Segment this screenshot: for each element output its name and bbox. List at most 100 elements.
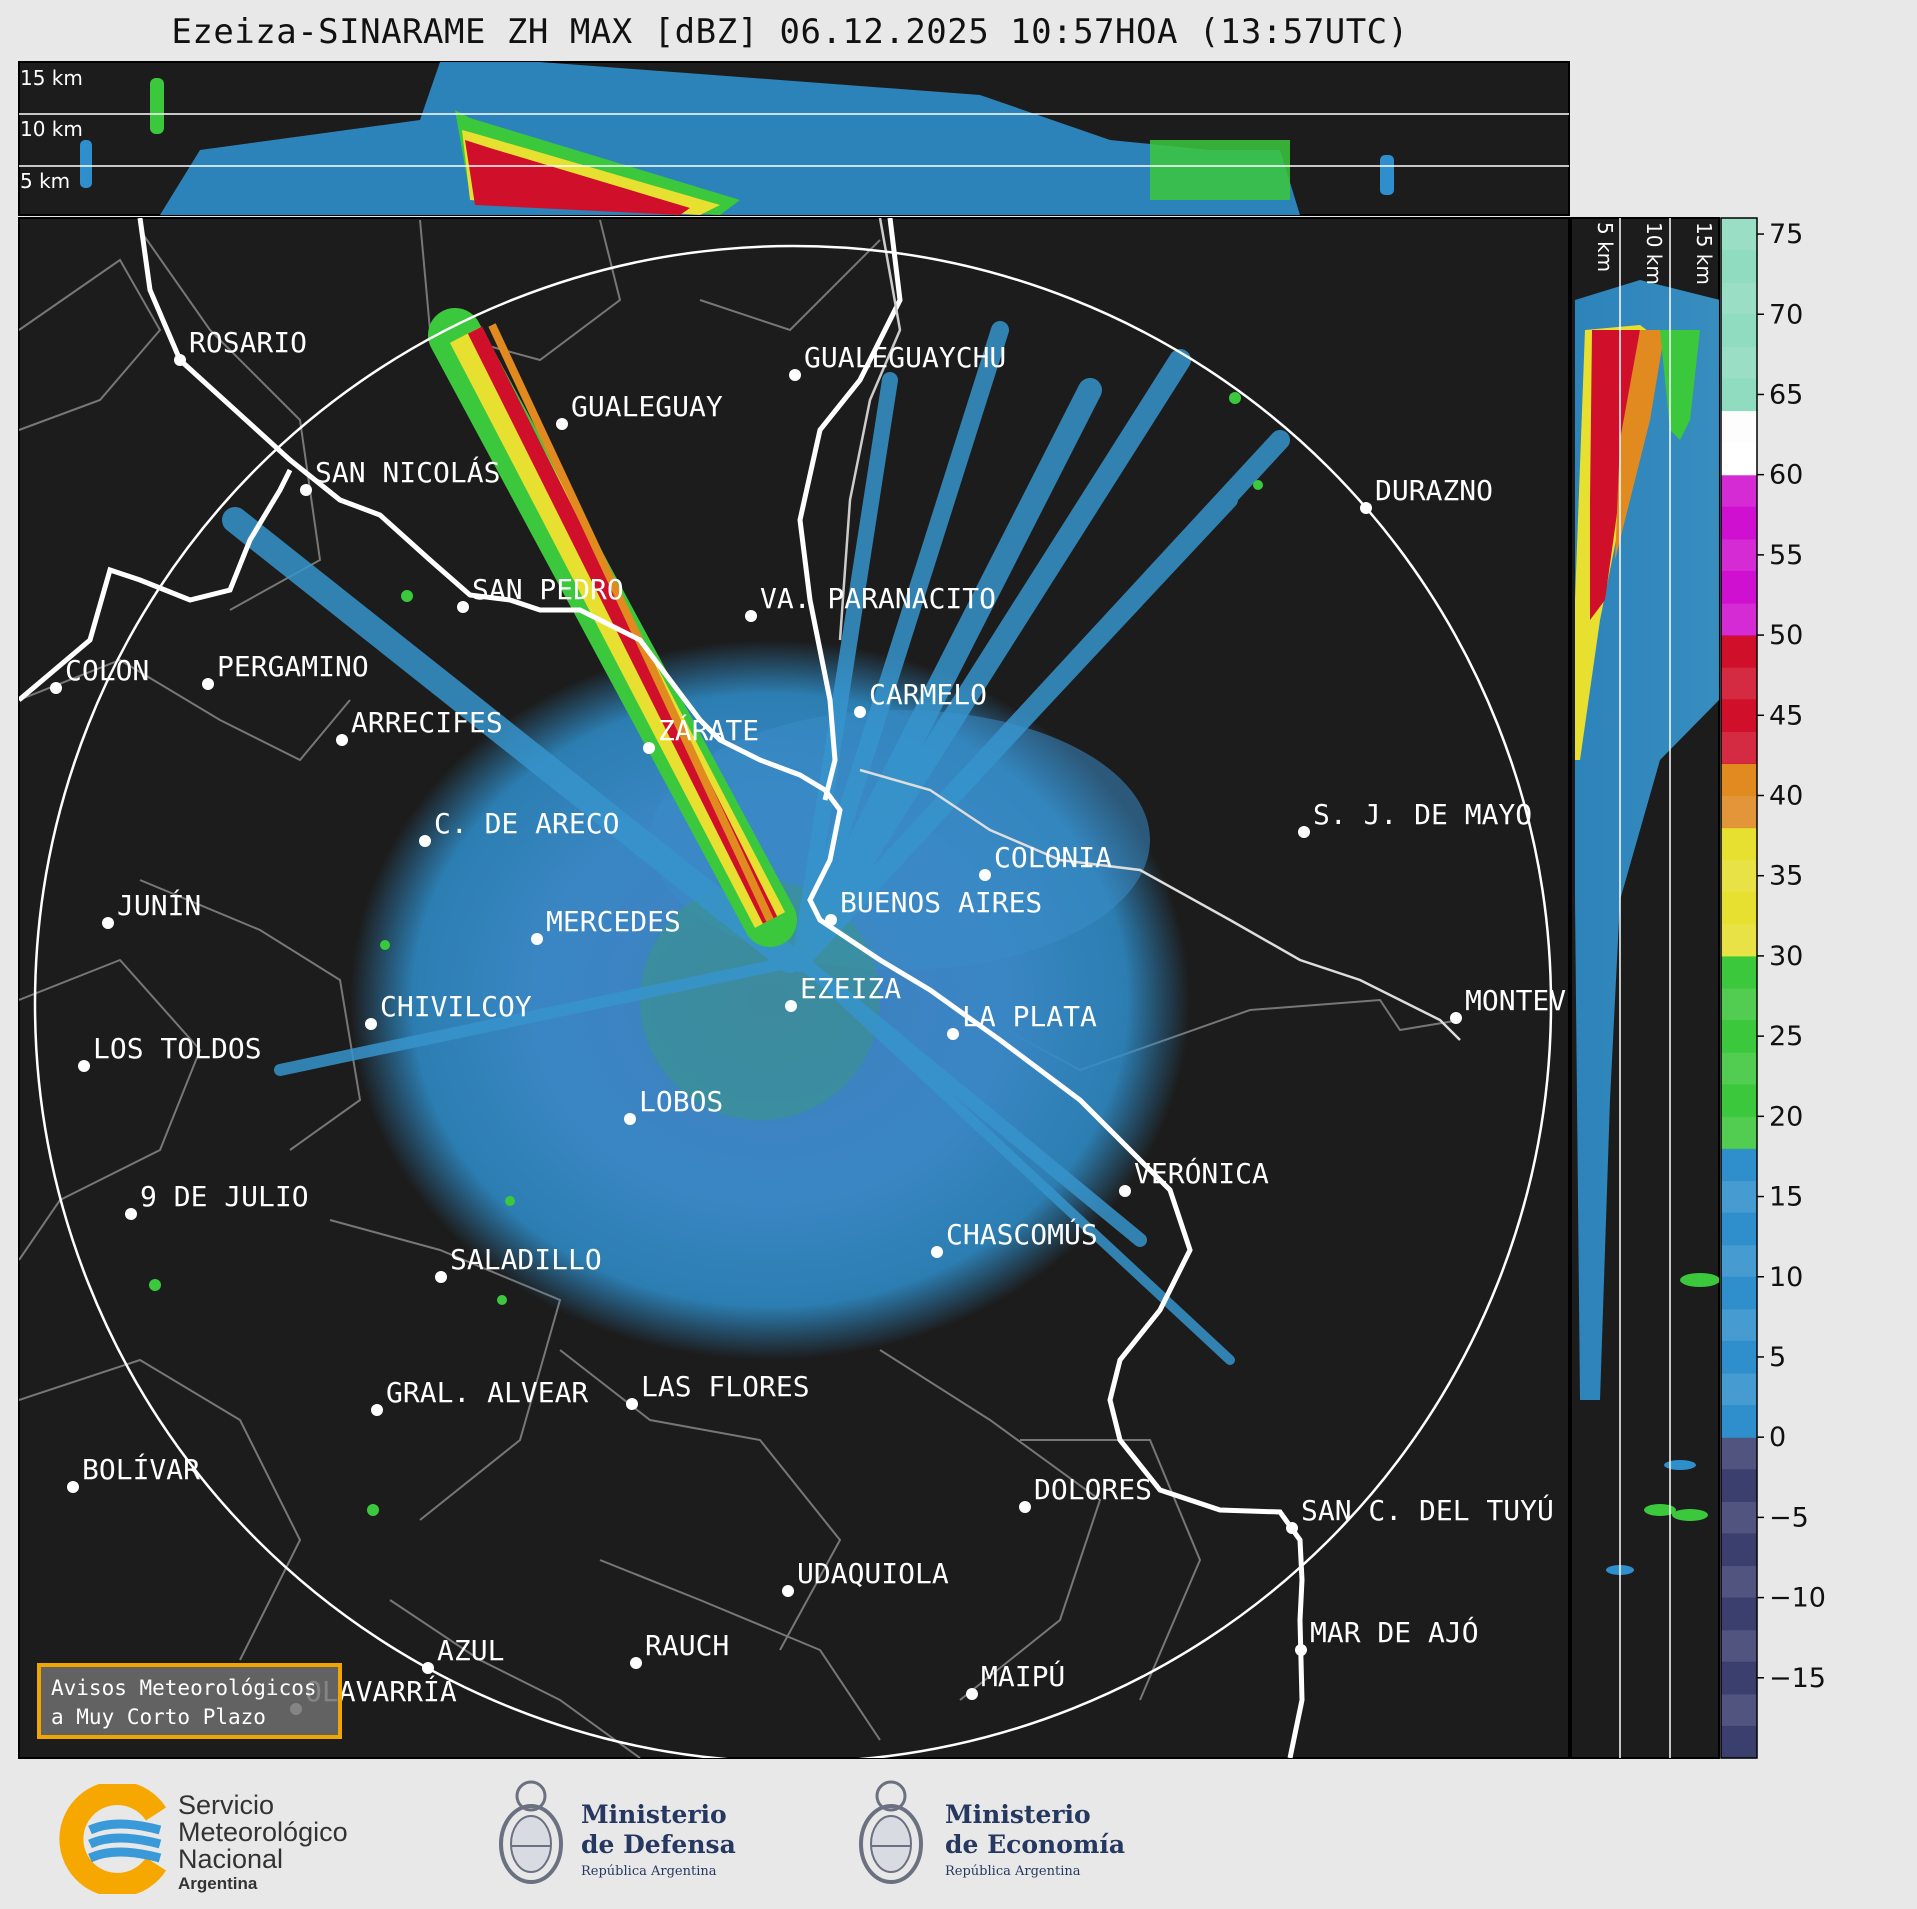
colorbar-segment [1721, 1276, 1757, 1310]
colorbar-segment [1721, 1693, 1757, 1727]
city-dot [78, 1060, 90, 1072]
city-dot [102, 917, 114, 929]
city-dot [1450, 1012, 1462, 1024]
colorbar-segment [1721, 1212, 1757, 1246]
smn-logo: Servicio Meteorológico Nacional Argentin… [56, 1784, 376, 1894]
colorbar-frame [1720, 217, 1758, 1759]
city-dot [422, 1662, 434, 1674]
city-dot [419, 835, 431, 847]
city-dot [630, 1657, 642, 1669]
city-label: VA. PARANACITO [760, 582, 996, 615]
defensa-line-2: de Defensa [581, 1830, 736, 1859]
smn-line-2: Meteorológico [178, 1817, 348, 1847]
colorbar-segment [1721, 891, 1757, 925]
province-border-thick [19, 468, 293, 702]
city-dot [1298, 826, 1310, 838]
city-markers: ROSARIO GUALEGUAYCHU GUALEGUAY SAN NICOLÁS D… [50, 326, 1566, 1715]
side-km-label-15: 15 km [1692, 222, 1716, 285]
city-dot [789, 369, 801, 381]
chart-title: Ezeiza-SINARAME ZH MAX [dBZ] 06.12.2025 … [171, 12, 1409, 52]
colorbar-segment [1721, 410, 1757, 444]
colorbar-tick-label: 55 [1769, 540, 1803, 571]
colorbar-segment [1721, 795, 1757, 829]
city-label: ZÁRATE [658, 713, 759, 747]
colorbar-segment [1721, 1629, 1757, 1663]
smn-line-1: Servicio [178, 1790, 275, 1820]
colorbar-segment [1721, 250, 1757, 283]
colorbar-segment [1721, 442, 1757, 476]
city-label: MONTEV [1465, 984, 1566, 1017]
city-dot [966, 1688, 978, 1700]
colorbar-tick-label: 70 [1769, 299, 1803, 330]
colorbar-tick-label: 45 [1769, 700, 1803, 731]
colorbar-tick-label: 30 [1769, 941, 1803, 972]
city-label: SAN C. DEL TUYÚ [1301, 1493, 1554, 1527]
city-dot [626, 1398, 638, 1410]
colorbar-segment [1721, 923, 1757, 957]
city-label: JUNÍN [117, 888, 201, 922]
colorbar-segment [1721, 1725, 1757, 1759]
city-label: CHIVILCOY [380, 990, 532, 1023]
green-cells [149, 392, 1263, 1516]
colorbar-segment [1721, 1469, 1757, 1502]
city-label: MERCEDES [546, 905, 681, 938]
city-dot [457, 601, 469, 613]
city-label: LOBOS [639, 1085, 723, 1118]
city-dot [300, 484, 312, 496]
smn-line-3: Nacional [178, 1844, 284, 1874]
side-km-label-10: 10 km [1642, 222, 1666, 285]
colorbar-tick-label: 60 [1769, 460, 1803, 491]
colorbar-segment [1721, 1244, 1757, 1278]
city-dot [202, 678, 214, 690]
colorbar-segment [1721, 1308, 1757, 1342]
economia-line-1: Ministerio [945, 1800, 1091, 1829]
city-label: GUALEGUAY [571, 390, 723, 423]
colorbar-segment [1721, 859, 1757, 893]
colorbar-segment [1721, 1116, 1757, 1150]
colorbar-segment [1721, 988, 1757, 1021]
colorbar-segment [1721, 314, 1757, 347]
city-label: VERÓNICA [1134, 1156, 1269, 1190]
colorbar-segment [1721, 378, 1757, 412]
city-label: C. DE ARECO [434, 807, 619, 840]
city-label: MAIPÚ [981, 1659, 1065, 1693]
colorbar-tick-label: 50 [1769, 620, 1803, 651]
colorbar-tick-label: 35 [1769, 861, 1803, 892]
colorbar-tick-label: 25 [1769, 1021, 1803, 1052]
colorbar-segment [1721, 667, 1757, 700]
city-label: DOLORES [1034, 1473, 1152, 1506]
city-label: 9 DE JULIO [140, 1180, 309, 1213]
colorbar-segment [1721, 1084, 1757, 1117]
city-label: BOLÍVAR [82, 1452, 200, 1486]
city-dot [785, 1000, 797, 1012]
city-label: BUENOS AIRES [840, 886, 1042, 919]
uruguay-river [797, 218, 903, 801]
coastline [137, 218, 1305, 1758]
colorbar-tick-label: 20 [1769, 1101, 1803, 1132]
coat-of-arms-icon [499, 1780, 563, 1884]
top-km-label-15: 15 km [20, 66, 83, 90]
top-km-label-10: 10 km [20, 117, 83, 141]
colorbar-segment [1721, 1533, 1757, 1567]
city-label: LOS TOLDOS [93, 1032, 262, 1065]
city-dot [782, 1585, 794, 1597]
coat-of-arms-icon [859, 1780, 923, 1884]
city-label: AZUL [437, 1634, 504, 1667]
colorbar-tick-label: 5 [1769, 1342, 1786, 1373]
city-dot [1286, 1522, 1298, 1534]
colorbar-tick-label: 10 [1769, 1262, 1803, 1293]
city-label: CARMELO [869, 678, 987, 711]
smn-line-4: Argentina [178, 1874, 258, 1893]
colorbar-segment [1721, 282, 1757, 315]
city-label: EZEIZA [800, 972, 901, 1005]
side-profile-panel: 5 km 10 km 15 km [1570, 217, 1720, 1759]
city-dot [1295, 1644, 1307, 1656]
city-dot [643, 742, 655, 754]
colorbar-segment [1721, 635, 1757, 668]
colorbar-tick-label: 75 [1769, 219, 1803, 250]
colorbar-segment [1721, 1148, 1757, 1182]
city-dot [624, 1113, 636, 1125]
colorbar-segment [1721, 1501, 1757, 1535]
city-label: S. J. DE MAYO [1313, 798, 1532, 831]
